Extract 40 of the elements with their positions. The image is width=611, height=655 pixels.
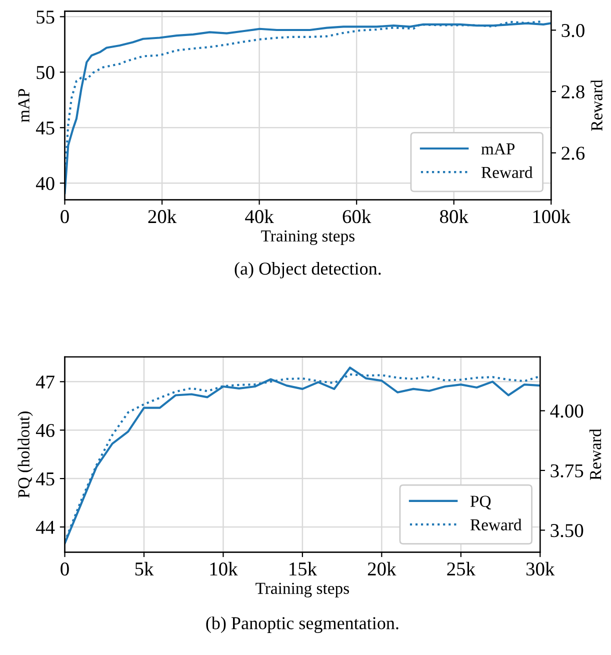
x-tick-label: 20k [148, 209, 177, 224]
x-axis-title: Training steps [256, 582, 349, 598]
x-tick-label: 40k [245, 209, 274, 224]
x-tick-label: 20k [368, 562, 396, 576]
legend-label: Reward [470, 518, 522, 530]
x-tick-label: 0 [60, 210, 69, 224]
text: (a) Object detection. [234, 262, 381, 278]
y2-tick-label: 2.6 [562, 146, 585, 160]
x-axis-title: Training steps [261, 230, 354, 246]
x-tick-label: 15k [290, 562, 318, 576]
y-axis-title: mAP [18, 88, 30, 122]
y2-axis-title: Reward [589, 428, 602, 480]
y2-tick-label: 4.00 [550, 404, 584, 418]
y-tick-label: 45 [36, 122, 54, 135]
y-tick-label: 47 [36, 376, 54, 388]
y2-tick-label: 2.8 [562, 85, 584, 99]
x-tick-label: 30k [526, 562, 555, 576]
y2-axis-title: Reward [590, 80, 602, 131]
x-tick-label: 25k [447, 562, 476, 576]
x-tick-label: 0 [60, 562, 69, 576]
y-tick-label: 40 [36, 176, 54, 190]
y-tick-label: 55 [36, 10, 54, 24]
y2-tick-label: 3.50 [550, 524, 584, 538]
y-tick-label: 46 [36, 424, 54, 438]
x-tick-label: 5k [135, 562, 154, 576]
line-series [64, 22, 552, 194]
y-tick-label: 50 [36, 66, 54, 80]
legend-label: Reward [481, 166, 533, 178]
x-tick-label: 60k [342, 209, 372, 224]
x-tick-label: 80k [440, 209, 468, 224]
y-axis-title: PQ (holdout) [18, 412, 33, 498]
y-tick-label: 45 [36, 472, 54, 486]
legend-label: PQ [470, 496, 491, 510]
x-tick-label: 10k [210, 562, 238, 576]
legend-label: mAP [481, 143, 515, 154]
x-tick-label: 100k [533, 209, 571, 224]
y-tick-label: 44 [36, 520, 55, 534]
y2-tick-label: 3.75 [550, 464, 584, 478]
y2-tick-label: 3.0 [562, 24, 584, 38]
text: (b) Panoptic segmentation. [206, 616, 398, 634]
